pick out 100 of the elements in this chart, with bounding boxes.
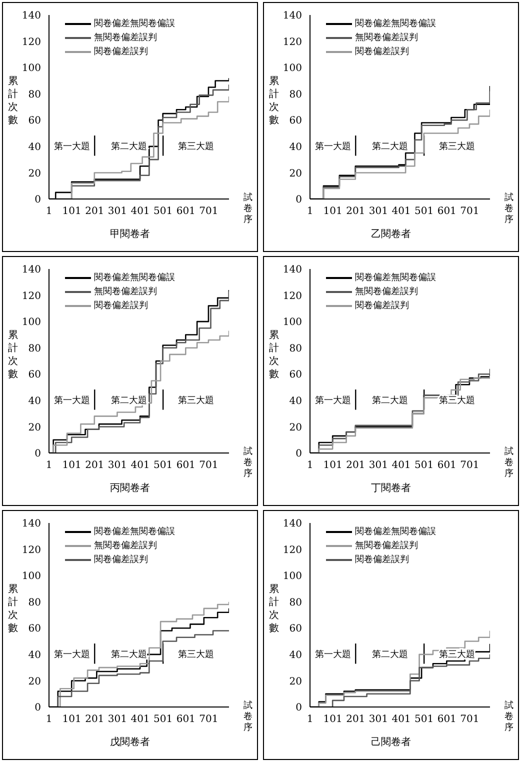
y-tick-label: 0: [34, 194, 41, 206]
x-tick-label: 301: [108, 460, 127, 472]
x-tick-label: 501: [154, 714, 173, 726]
legend-label: 閱卷偏差誤判: [94, 300, 148, 313]
x-tick-label: 1: [306, 206, 314, 218]
x-tick-label: 1: [306, 714, 314, 726]
x-tick-label: 501: [414, 206, 434, 218]
x-tick-label: 401: [130, 460, 150, 472]
y-tick-label: 20: [28, 676, 41, 688]
y-tick-label: 40: [28, 142, 41, 153]
legend-label: 無閱卷偏差誤判: [94, 540, 157, 553]
text: 甲閱卷者: [109, 228, 151, 241]
annotation: 第二大題: [372, 394, 408, 406]
y-tick-label: 120: [22, 544, 41, 556]
x-tick-label: 601: [437, 206, 456, 218]
y-tick-label: 20: [289, 676, 302, 688]
x-tick-label: 701: [199, 206, 218, 218]
y-tick-label: 140: [282, 10, 302, 22]
annotation: 第二大題: [372, 648, 408, 660]
y-tick-label: 140: [22, 10, 41, 22]
legend-label: 閱卷偏差無閱卷偏誤: [355, 526, 436, 539]
y-tick-label: 80: [289, 89, 302, 100]
annotation: 第三大題: [178, 140, 214, 152]
x-axis-title: 試卷序: [503, 701, 515, 734]
y-tick-label: 0: [296, 194, 302, 206]
y-tick-label: 80: [28, 343, 41, 354]
y-axis-title: 累計次數: [268, 75, 280, 127]
annotation: 第一大題: [54, 140, 90, 152]
y-axis-title: 累計次數: [268, 583, 280, 635]
legend-label: 無閱卷偏差誤判: [355, 540, 418, 553]
x-tick-label: 101: [62, 206, 82, 218]
annotation: 第一大題: [314, 394, 351, 406]
y-tick-label: 0: [296, 702, 302, 714]
x-tick-label: 701: [199, 460, 218, 472]
legend-label: 閱卷偏差無閱卷偏誤: [94, 18, 175, 31]
annotation: 第二大題: [110, 140, 147, 152]
legend-label: 閱卷偏差誤判: [355, 554, 409, 567]
x-tick-label: 101: [323, 206, 342, 218]
x-tick-label: 701: [460, 206, 480, 218]
legend-label: 閱卷偏差無閱卷偏誤: [355, 18, 436, 31]
y-tick-label: 120: [282, 290, 302, 302]
x-tick-label: 201: [346, 460, 366, 472]
x-tick-label: 201: [346, 206, 366, 218]
legend-label: 閱卷偏差誤判: [94, 554, 148, 567]
annotation: 第一大題: [314, 648, 351, 660]
annotation: 第二大題: [110, 394, 147, 406]
x-tick-label: 1: [46, 206, 52, 218]
y-tick-label: 100: [282, 63, 302, 74]
annotation: 第一大題: [54, 394, 90, 406]
x-tick-label: 501: [414, 460, 434, 472]
y-tick-label: 20: [289, 168, 302, 180]
x-tick-label: 401: [392, 206, 411, 218]
annotation: 第三大題: [178, 648, 214, 660]
legend-label: 閱卷偏差誤判: [94, 46, 148, 59]
y-tick-label: 20: [289, 422, 302, 434]
y-tick-label: 20: [28, 422, 41, 434]
y-axis-title: 累計次數: [7, 329, 19, 381]
x-tick-label: 401: [392, 460, 411, 472]
x-tick-label: 701: [199, 714, 218, 726]
annotation: 第一大題: [314, 140, 351, 152]
annotation: 第三大題: [439, 394, 476, 406]
y-tick-label: 40: [28, 650, 41, 661]
annotation: 第三大題: [439, 140, 476, 152]
text: 丙閱卷者: [109, 482, 151, 495]
x-tick-label: 101: [323, 714, 342, 726]
y-tick-label: 120: [22, 290, 41, 302]
y-tick-label: 60: [289, 116, 302, 127]
x-axis-title: 試卷序: [503, 447, 515, 480]
y-tick-label: 100: [22, 571, 41, 582]
y-tick-label: 80: [28, 597, 41, 608]
y-tick-label: 100: [22, 317, 41, 328]
y-tick-label: 140: [282, 518, 302, 530]
x-tick-label: 1: [46, 714, 52, 726]
x-tick-label: 601: [176, 460, 196, 472]
x-tick-label: 701: [460, 460, 480, 472]
legend-label: 閱卷偏差無閱卷偏誤: [94, 272, 175, 285]
y-tick-label: 60: [28, 624, 41, 635]
y-tick-label: 40: [289, 650, 302, 661]
y-axis-title: 累計次數: [7, 583, 19, 635]
x-tick-label: 101: [323, 460, 342, 472]
x-tick-label: 201: [346, 714, 366, 726]
y-tick-label: 80: [289, 597, 302, 608]
y-axis-title: 累計次數: [7, 75, 19, 127]
x-tick-label: 401: [392, 714, 411, 726]
x-tick-label: 401: [130, 714, 150, 726]
x-tick-label: 501: [414, 714, 434, 726]
x-tick-label: 201: [85, 460, 104, 472]
y-tick-label: 0: [34, 448, 41, 460]
annotation: 第二大題: [110, 648, 147, 660]
x-tick-label: 1: [306, 460, 314, 472]
x-tick-label: 301: [108, 206, 127, 218]
legend-label: 無閱卷偏差誤判: [94, 286, 157, 299]
legend-label: 閱卷偏差誤判: [355, 46, 409, 59]
annotation: 第一大題: [54, 648, 90, 660]
y-tick-label: 120: [22, 36, 41, 48]
x-tick-label: 701: [460, 714, 480, 726]
x-tick-label: 301: [108, 714, 127, 726]
x-tick-label: 1: [46, 460, 52, 472]
x-tick-label: 201: [85, 714, 104, 726]
y-tick-label: 140: [22, 264, 41, 276]
